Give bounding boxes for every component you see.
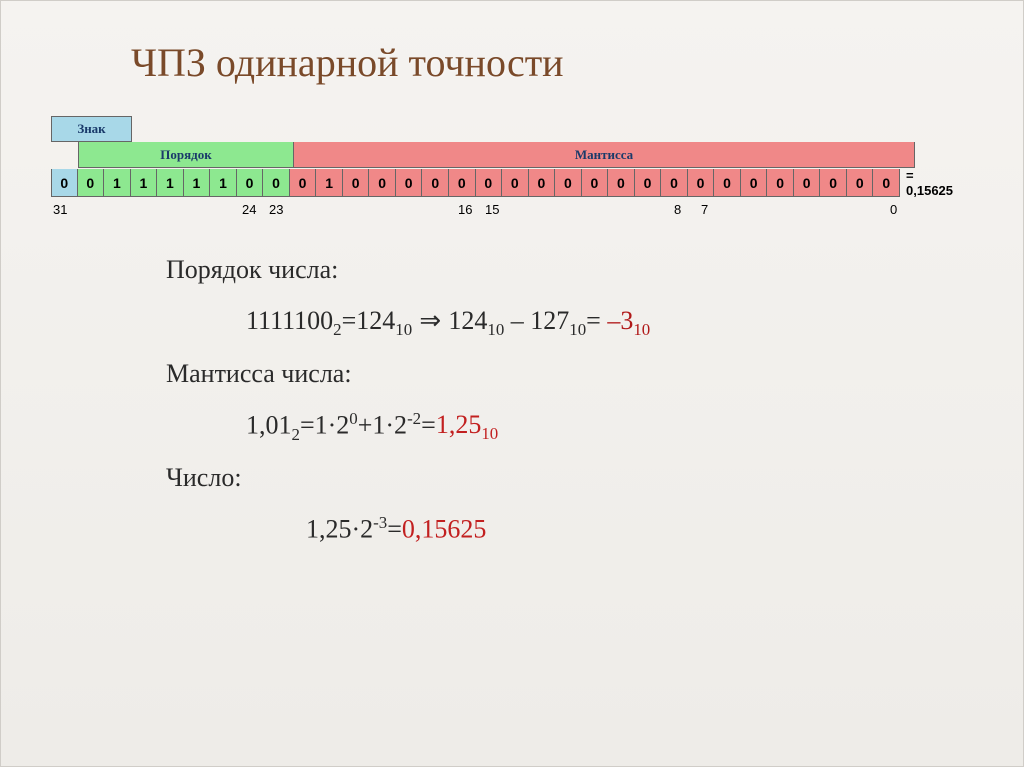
- bit-cell: 0: [741, 169, 768, 197]
- bit-cell: 1: [157, 169, 184, 197]
- t: 1,25·2: [306, 514, 373, 543]
- sub: 10: [481, 424, 498, 443]
- sub: 10: [395, 321, 412, 340]
- bit-cell: 1: [131, 169, 158, 197]
- order-calc: 11111002=12410 ⇒ 12410 – 12710= –310: [246, 302, 963, 342]
- mantissa-label: Мантисса: [294, 142, 915, 168]
- content-body: Порядок числа: 11111002=12410 ⇒ 12410 – …: [166, 252, 963, 548]
- label-row-exp-mant: Порядок Мантисса: [51, 142, 963, 168]
- sign-label: Знак: [51, 116, 132, 142]
- bit-cell: 0: [529, 169, 556, 197]
- bit-cell: 0: [263, 169, 290, 197]
- sub: 2: [292, 424, 300, 443]
- bit-cell: 1: [104, 169, 131, 197]
- sup: 0: [349, 409, 357, 428]
- mantissa-label-text: Мантисса числа:: [166, 356, 963, 392]
- number-calc: 1,25·2-3=0,15625: [306, 511, 963, 548]
- exponent-label: Порядок: [78, 142, 294, 168]
- t: =: [387, 514, 402, 543]
- t: 124: [448, 306, 487, 335]
- sub: 10: [487, 321, 504, 340]
- bit-cell: 0: [608, 169, 635, 197]
- bit-diagram: Знак Порядок Мантисса 001111100010000000…: [51, 116, 963, 217]
- t: +1·2: [358, 410, 407, 439]
- number-result: 0,15625: [402, 514, 487, 543]
- sub: 10: [569, 321, 586, 340]
- bit-cell: 0: [714, 169, 741, 197]
- bit-cell: 0: [794, 169, 821, 197]
- sub: 10: [633, 321, 650, 340]
- t: =: [586, 306, 607, 335]
- bit-cell: 0: [237, 169, 264, 197]
- bit-cell: 0: [343, 169, 370, 197]
- order-label: Порядок числа:: [166, 252, 963, 288]
- bit-index: 7: [699, 202, 726, 217]
- bit-cell: 0: [396, 169, 423, 197]
- bit-row: 00111110001000000000000000000000= 0,1562…: [51, 168, 963, 198]
- number-label: Число:: [166, 460, 963, 496]
- t: 127: [530, 306, 569, 335]
- sign-spacer: [51, 142, 78, 168]
- bit-cell: 0: [78, 169, 105, 197]
- sup: -2: [407, 409, 421, 428]
- bit-cell: 0: [502, 169, 529, 197]
- bit-cell: 0: [820, 169, 847, 197]
- bit-cell: 0: [661, 169, 688, 197]
- bit-index: 15: [483, 202, 510, 217]
- bit-cell: 0: [449, 169, 476, 197]
- t: –: [504, 306, 530, 335]
- slide-title: ЧПЗ одинарной точности: [131, 39, 963, 86]
- bit-cell: 0: [582, 169, 609, 197]
- result-label: = 0,15625: [906, 168, 963, 198]
- t: =1·2: [300, 410, 349, 439]
- t: 1111100: [246, 306, 333, 335]
- label-row-sign: Знак: [51, 116, 963, 142]
- bit-index: 0: [888, 202, 915, 217]
- bit-cell: 0: [688, 169, 715, 197]
- sup: -3: [373, 513, 387, 532]
- t: =124: [342, 306, 396, 335]
- bit-cell: 1: [316, 169, 343, 197]
- bit-cell: 1: [184, 169, 211, 197]
- order-result: –310: [607, 306, 650, 335]
- bit-cell: 0: [555, 169, 582, 197]
- t: 1,25: [436, 410, 482, 439]
- bit-cell: 0: [847, 169, 874, 197]
- bit-cell: 0: [873, 169, 900, 197]
- bit-cell: 0: [767, 169, 794, 197]
- bit-cell: 0: [290, 169, 317, 197]
- bit-cell: 0: [422, 169, 449, 197]
- t: =: [421, 410, 436, 439]
- bit-index: 16: [456, 202, 483, 217]
- t: 1,01: [246, 410, 292, 439]
- index-row: 31 2423 1615 87 0: [51, 202, 963, 217]
- bit-index: 8: [672, 202, 699, 217]
- t: –3: [607, 306, 633, 335]
- bit-cell: 0: [476, 169, 503, 197]
- bit-cell: 0: [51, 169, 78, 197]
- arrow-icon: ⇒: [412, 305, 448, 335]
- bit-cell: 0: [369, 169, 396, 197]
- mantissa-calc: 1,012=1·20+1·2-2=1,2510: [246, 407, 963, 447]
- bit-index: 24: [240, 202, 267, 217]
- bit-cell: 1: [210, 169, 237, 197]
- sub: 2: [333, 321, 341, 340]
- mantissa-result: 1,2510: [436, 410, 498, 439]
- bit-cell: 0: [635, 169, 662, 197]
- bit-index: 23: [267, 202, 294, 217]
- slide: ЧПЗ одинарной точности Знак Порядок Мант…: [0, 0, 1024, 767]
- bit-index: 31: [51, 202, 78, 217]
